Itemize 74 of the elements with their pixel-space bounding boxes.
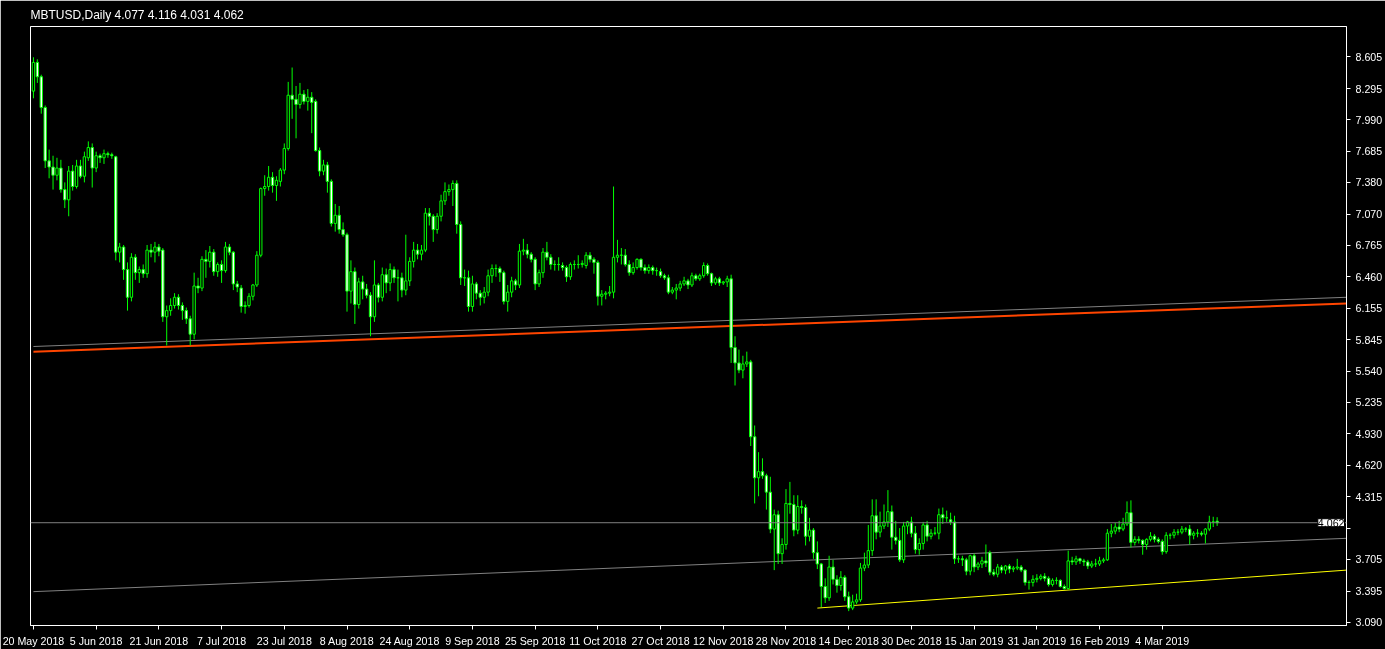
y-tick-label: 4.315 xyxy=(1355,490,1383,503)
x-tick-label: 8 Aug 2018 xyxy=(319,634,374,647)
candlestick xyxy=(145,244,149,279)
y-tick-label: 3.395 xyxy=(1355,585,1383,598)
x-tick-label: 15 Jan 2019 xyxy=(944,634,1004,647)
x-tick-label: 7 Jul 2018 xyxy=(196,634,247,647)
candlestick xyxy=(972,553,976,573)
x-tick-label: 12 Nov 2018 xyxy=(693,634,754,647)
candlestick xyxy=(980,556,984,569)
candlestick xyxy=(380,267,384,302)
y-tick-label: 7.070 xyxy=(1355,208,1383,221)
y-tick-label: 5.540 xyxy=(1355,365,1383,378)
x-tick-label: 4 Mar 2019 xyxy=(1135,634,1190,647)
x-tick-label: 24 Aug 2018 xyxy=(379,634,440,647)
y-tick-label: 6.765 xyxy=(1355,239,1383,252)
candlestick xyxy=(239,284,243,314)
candlestick xyxy=(212,248,216,277)
candlestick xyxy=(74,159,79,190)
x-tick-label: 16 Feb 2019 xyxy=(1069,634,1130,647)
x-tick-label: 21 Jun 2018 xyxy=(129,634,189,647)
chart-title: MBTUSD,Daily 4.077 4.116 4.031 4.062 xyxy=(30,7,245,22)
y-tick-label: 8.605 xyxy=(1355,50,1383,63)
x-tick-label: 9 Sep 2018 xyxy=(445,634,500,647)
x-tick-label: 31 Jan 2019 xyxy=(1007,634,1067,647)
candlestick xyxy=(384,268,388,294)
candlestick xyxy=(337,205,341,235)
candlestick xyxy=(1082,558,1086,567)
candlestick xyxy=(270,171,275,194)
candlestick xyxy=(266,165,271,192)
candlestick xyxy=(897,527,902,563)
candlestick xyxy=(388,262,392,292)
y-tick-label: 5.235 xyxy=(1355,396,1383,409)
y-tick-label: 3.090 xyxy=(1355,616,1383,629)
candlestick xyxy=(509,276,514,298)
candlestick xyxy=(1031,574,1035,588)
y-tick-label: 4.620 xyxy=(1355,459,1383,472)
y-tick-label: 8.295 xyxy=(1355,82,1383,95)
candlestick xyxy=(94,151,98,173)
candlestick xyxy=(1035,573,1039,583)
y-tick-label: 5.845 xyxy=(1355,333,1383,346)
candlestick xyxy=(741,355,745,379)
x-tick-label: 25 Sep 2018 xyxy=(504,634,566,647)
candlestick xyxy=(82,151,87,183)
candlestick xyxy=(631,261,635,276)
candlestick xyxy=(404,234,408,296)
candlestick xyxy=(1188,524,1192,545)
candlestick xyxy=(937,508,941,540)
candlestick xyxy=(102,149,106,165)
candlestick xyxy=(306,88,310,112)
candlestick xyxy=(925,520,929,542)
ref-line-label: 4.062 xyxy=(1317,516,1345,529)
y-tick-label: 7.990 xyxy=(1355,113,1383,126)
y-tick-label: 7.685 xyxy=(1355,145,1383,158)
y-tick-label: 7.380 xyxy=(1355,176,1383,189)
candlestick xyxy=(1172,528,1176,539)
y-tick-label: 3.705 xyxy=(1355,553,1383,566)
x-tick-label: 20 May 2018 xyxy=(2,634,65,647)
x-tick-label: 30 Dec 2018 xyxy=(881,634,942,647)
candlestick xyxy=(929,528,933,540)
candlestick xyxy=(90,142,94,189)
candlestick xyxy=(921,521,925,551)
x-tick-label: 14 Dec 2018 xyxy=(818,634,879,647)
y-tick-label: 4.930 xyxy=(1355,427,1383,440)
candlestick xyxy=(106,151,110,159)
y-tick-label: 6.460 xyxy=(1355,270,1383,283)
x-tick-label: 23 Jul 2018 xyxy=(256,634,312,647)
candlestick xyxy=(796,494,800,535)
y-tick-label: 6.155 xyxy=(1355,302,1383,315)
x-tick-label: 28 Nov 2018 xyxy=(755,634,817,647)
x-tick-label: 5 Jun 2018 xyxy=(69,634,123,647)
x-tick-label: 11 Oct 2018 xyxy=(569,634,627,647)
candlestick xyxy=(1164,531,1168,555)
x-tick-label: 27 Oct 2018 xyxy=(631,634,690,647)
candlestick xyxy=(153,241,157,263)
